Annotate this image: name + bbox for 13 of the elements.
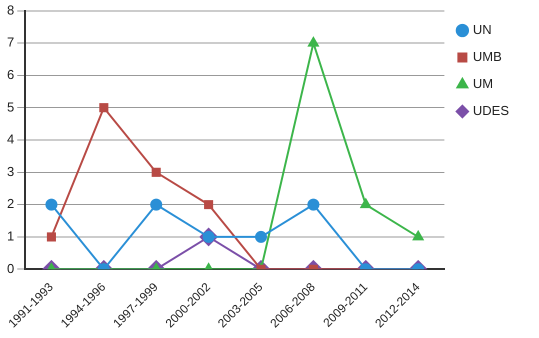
y-tick-label: 2 [6,196,14,212]
legend-label: UN [472,22,492,38]
legend-label: UM [472,76,494,92]
y-tick-label: 1 [6,228,14,244]
y-tick-label: 0 [6,260,14,276]
y-tick-label: 3 [6,164,14,179]
y-tick-label: 8 [6,2,14,18]
y-tick-label: 4 [6,132,14,147]
y-tick-label: 7 [6,34,14,50]
legend-label: UDES [472,103,510,118]
y-tick-label: 5 [6,99,14,114]
legend-label: UMB [472,49,502,64]
y-tick-label: 6 [6,66,14,82]
